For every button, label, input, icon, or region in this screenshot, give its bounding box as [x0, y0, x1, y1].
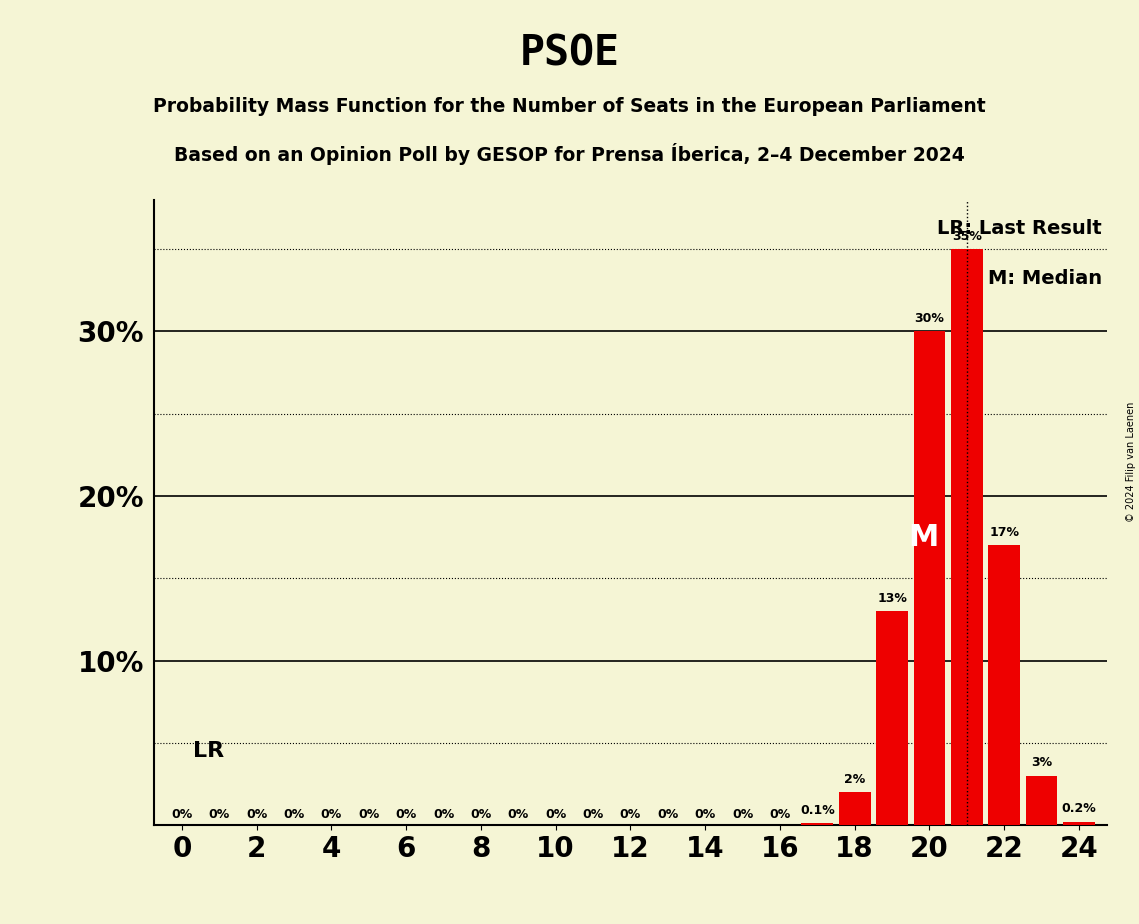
Text: 0%: 0%	[284, 808, 304, 821]
Text: 0%: 0%	[582, 808, 604, 821]
Text: 0%: 0%	[358, 808, 379, 821]
Bar	[913, 332, 945, 825]
Text: 0.1%: 0.1%	[800, 804, 835, 817]
Text: 35%: 35%	[952, 229, 982, 243]
Text: 0%: 0%	[171, 808, 192, 821]
Text: 17%: 17%	[989, 526, 1019, 539]
Text: 3%: 3%	[1031, 756, 1052, 769]
Bar	[876, 611, 908, 825]
Text: 0%: 0%	[470, 808, 492, 821]
Text: 13%: 13%	[877, 591, 907, 604]
Bar	[1025, 776, 1057, 825]
Text: M: M	[909, 523, 939, 552]
Text: 0%: 0%	[321, 808, 342, 821]
Text: 0%: 0%	[246, 808, 268, 821]
Text: 0%: 0%	[620, 808, 641, 821]
Text: 0%: 0%	[508, 808, 528, 821]
Text: LR: LR	[194, 741, 224, 761]
Text: 0%: 0%	[657, 808, 679, 821]
Text: PSOE: PSOE	[519, 32, 620, 74]
Bar	[1063, 821, 1095, 825]
Bar	[802, 823, 833, 825]
Text: 0.2%: 0.2%	[1062, 802, 1096, 815]
Text: M: Median: M: Median	[988, 269, 1103, 287]
Text: 0%: 0%	[208, 808, 230, 821]
Text: 0%: 0%	[695, 808, 715, 821]
Bar	[951, 249, 983, 825]
Text: 0%: 0%	[433, 808, 454, 821]
Bar	[838, 792, 870, 825]
Text: 0%: 0%	[546, 808, 566, 821]
Text: 0%: 0%	[395, 808, 417, 821]
Text: 0%: 0%	[769, 808, 790, 821]
Text: Based on an Opinion Poll by GESOP for Prensa Íberica, 2–4 December 2024: Based on an Opinion Poll by GESOP for Pr…	[174, 143, 965, 165]
Bar	[989, 545, 1021, 825]
Text: LR: Last Result: LR: Last Result	[937, 219, 1103, 237]
Text: 2%: 2%	[844, 772, 866, 785]
Text: 30%: 30%	[915, 312, 944, 325]
Text: © 2024 Filip van Laenen: © 2024 Filip van Laenen	[1126, 402, 1136, 522]
Text: 0%: 0%	[732, 808, 753, 821]
Text: Probability Mass Function for the Number of Seats in the European Parliament: Probability Mass Function for the Number…	[153, 97, 986, 116]
